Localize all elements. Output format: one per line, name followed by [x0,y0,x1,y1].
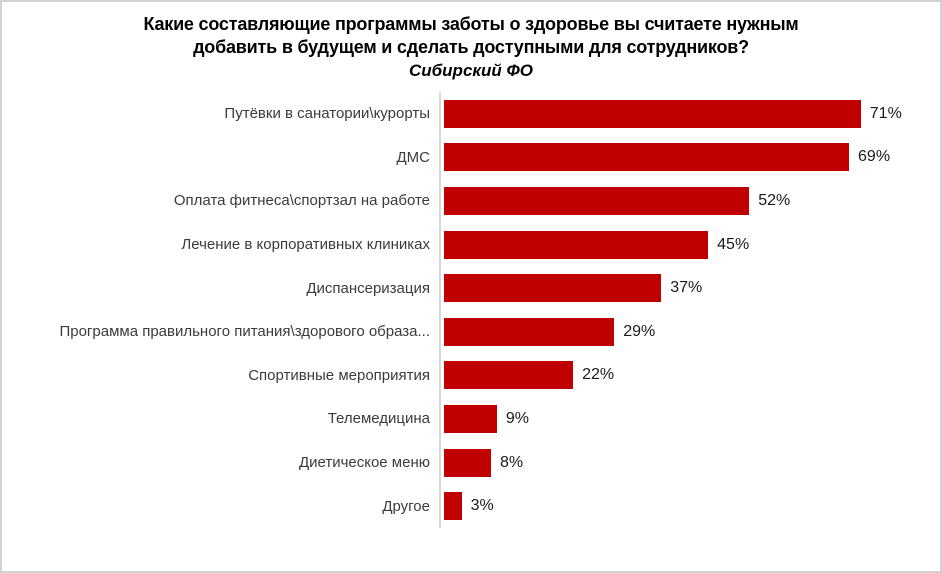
bar-row: Диспансеризация 37% [2,266,940,310]
bar [444,143,850,172]
chart-header: Какие составляющие программы заботы о зд… [2,2,940,82]
bar-row: Диетическое меню 8% [2,440,940,485]
bar [444,448,491,477]
bar-area: 37% [439,266,940,310]
category-label: Путёвки в санатории\курорты [224,105,430,123]
chart-title-line-1: Какие составляющие программы заботы о зд… [143,14,799,34]
value-label: 22% [582,366,615,384]
bar-area: 52% [439,179,940,223]
value-label: 9% [505,409,529,427]
value-label: 52% [758,191,791,209]
value-label: 8% [499,453,524,471]
bar-row: Лечение в корпоративных клиниках 45% [2,222,940,267]
bar-area: 9% [439,397,940,441]
bar-chart-plot-area: Путёвки в санатории\курорты 71% ДМС 69% … [2,92,940,528]
value-label: 37% [670,279,703,297]
bar-row: Оплата фитнеса\спортзал на работе 52% [2,179,940,223]
bar-row: Другое 3% [2,484,940,528]
bar [444,274,662,303]
bar [444,404,497,433]
bar-area: 29% [439,309,940,354]
category-label: Оплата фитнеса\спортзал на работе [173,192,430,210]
category-label: Диетическое меню [298,454,430,472]
chart-title: Какие составляющие программы заботы о зд… [2,13,940,59]
bar-row: Программа правильного питания\здорового … [2,309,940,354]
category-label: Лечение в корпоративных клиниках [181,236,430,254]
bar [444,317,615,346]
bar [444,361,574,390]
category-label: Программа правильного питания\здорового … [59,323,430,341]
bar-area: 22% [439,353,940,398]
bar-area: 45% [439,222,940,267]
bar [444,492,462,521]
bar [444,230,709,259]
category-label: Другое [382,497,430,515]
bar [444,99,861,128]
value-label: 71% [869,104,902,122]
bar-area: 69% [439,135,940,180]
category-label: Спортивные мероприятия [248,366,430,384]
value-label: 45% [717,235,750,253]
bar-row: Путёвки в санатории\курорты 71% [2,92,940,136]
category-label: Диспансеризация [306,279,430,297]
category-label: Телемедицина [327,410,430,428]
bar-area: 71% [439,92,940,136]
chart-subtitle: Сибирский ФО [408,61,533,80]
value-label: 29% [623,322,656,340]
chart-title-line-2: добавить в будущем и сделать доступными … [193,37,749,57]
bar-area: 3% [439,484,940,528]
value-label: 3% [470,497,494,515]
bar-row: ДМС 69% [2,135,940,180]
category-label: ДМС [396,148,431,166]
value-label: 69% [858,148,891,166]
bar-row: Телемедицина 9% [2,397,940,441]
bar-area: 8% [439,440,940,485]
bar-row: Спортивные мероприятия 22% [2,353,940,398]
bar [444,186,750,215]
